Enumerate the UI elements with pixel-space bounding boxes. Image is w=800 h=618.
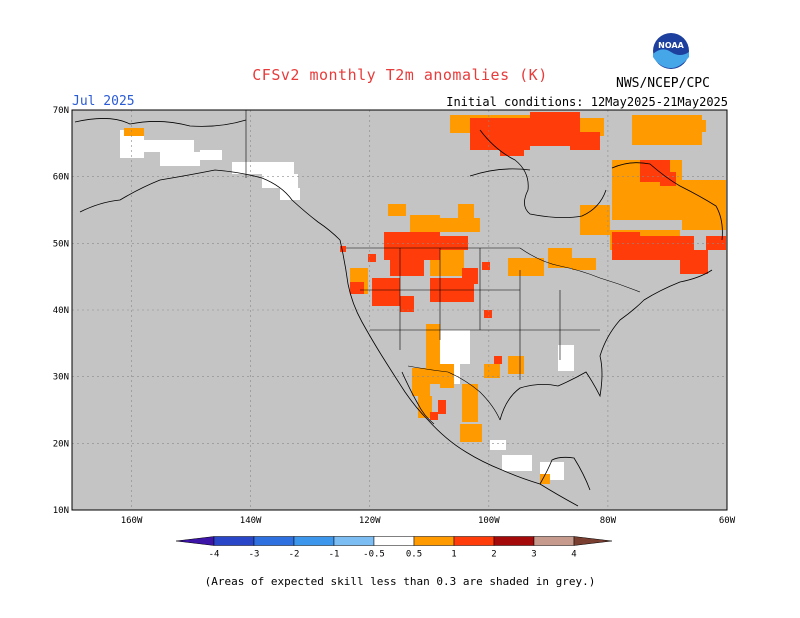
colorbar-lower-extend: [175, 536, 215, 546]
colorbar-tick-label: -3: [249, 550, 260, 560]
logo-text: NOAA: [658, 41, 684, 50]
colorbar-bin: [453, 536, 495, 546]
lat-tick-label: 10N: [53, 506, 69, 516]
lat-tick-label: 50N: [53, 239, 69, 249]
anomaly-1-2: [350, 112, 726, 414]
lat-tick-label: 30N: [53, 373, 69, 383]
lat-tick-label: 60N: [53, 173, 69, 183]
colorbar-bin: [333, 536, 375, 546]
organization-label: NWS/NCEP/CPC: [616, 76, 710, 91]
map-title: CFSv2 monthly T2m anomalies (K): [252, 66, 548, 84]
colorbar-bin: [373, 536, 415, 546]
anomaly-1-2-speckles: [340, 246, 502, 420]
colorbar-tick-label: 4: [571, 550, 576, 560]
colorbar-bin: [493, 536, 535, 546]
target-month: Jul 2025: [72, 94, 135, 109]
colorbar-tick-label: 0.5: [406, 550, 422, 560]
colorbar: -4 -3 -2 -1 -0.5 0.5 1 2 3 4: [175, 536, 613, 560]
colorbar-bin: [213, 536, 255, 546]
colorbar-bin: [533, 536, 575, 546]
longitude-labels: 160W 140W 120W 100W 80W 60W: [121, 516, 736, 526]
colorbar-tick-label: -2: [289, 550, 300, 560]
coastlines: [74, 118, 723, 507]
initial-conditions: Initial conditions: 12May2025-21May2025: [446, 95, 728, 109]
colorbar-tick-label: -1: [329, 550, 340, 560]
lat-tick-label: 40N: [53, 306, 69, 316]
skill-footnote: (Areas of expected skill less than 0.3 a…: [204, 575, 596, 588]
lat-lon-grid: [72, 110, 727, 510]
colorbar-tick-label: -0.5: [363, 550, 385, 560]
lon-tick-label: 140W: [240, 516, 262, 526]
lon-tick-label: 120W: [359, 516, 381, 526]
colorbar-bin: [413, 536, 455, 546]
political-borders: [245, 110, 641, 421]
colorbar-tick-label: 2: [491, 550, 496, 560]
lon-tick-label: 80W: [600, 516, 617, 526]
lon-tick-label: 160W: [121, 516, 143, 526]
lat-tick-label: 70N: [53, 106, 69, 116]
colorbar-upper-extend: [573, 536, 613, 546]
lon-tick-label: 60W: [719, 516, 736, 526]
noaa-logo: NOAA: [650, 30, 692, 72]
latitude-labels: 70N 60N 50N 40N 30N 20N 10N: [53, 106, 69, 516]
colorbar-tick-label: 3: [531, 550, 536, 560]
colorbar-bin: [293, 536, 335, 546]
colorbar-bin: [253, 536, 295, 546]
colorbar-tick-label: 1: [451, 550, 456, 560]
lat-tick-label: 20N: [53, 439, 69, 449]
map-frame: [71, 109, 728, 511]
colorbar-tick-label: -4: [209, 550, 220, 560]
lon-tick-label: 100W: [478, 516, 500, 526]
